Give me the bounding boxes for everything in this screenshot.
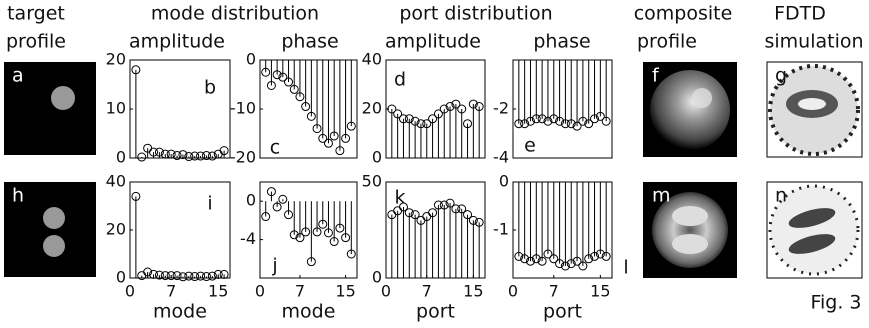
header: port distribution <box>399 3 552 25</box>
panel-letter: e <box>524 135 536 157</box>
header: phase <box>533 31 590 53</box>
y-tick-label: 0 <box>246 50 256 69</box>
image-panel: n <box>767 182 862 278</box>
x-tick-label: 15 <box>463 282 483 301</box>
panel-letter: n <box>775 185 787 207</box>
image-panel: a <box>4 62 96 155</box>
header: composite <box>634 3 733 25</box>
y-tick-label: 20 <box>362 99 382 118</box>
figure: target profile mode distribution amplitu… <box>0 0 869 324</box>
panel-letter: g <box>775 65 787 87</box>
y-tick-label: 20 <box>106 50 126 69</box>
y-tick-label: 20 <box>106 220 126 239</box>
y-tick-label: -4 <box>240 229 256 248</box>
panel-letter: c <box>270 137 280 159</box>
x-tick-label: 0 <box>508 282 518 301</box>
image-panel: f <box>643 62 737 157</box>
y-tick-label: 0 <box>499 172 509 191</box>
x-tick-label: 0 <box>125 282 135 301</box>
header: amplitude <box>129 31 225 53</box>
x-tick-label: 0 <box>381 282 391 301</box>
header: FDTD <box>774 3 826 25</box>
plot-frame <box>130 60 230 158</box>
x-tick-label: 7 <box>166 282 176 301</box>
x-axis-label: mode <box>282 301 336 323</box>
x-tick-label: 7 <box>549 282 559 301</box>
y-tick-label: 40 <box>362 50 382 69</box>
y-tick-label: 40 <box>106 172 126 191</box>
x-axis-label: port <box>416 301 455 323</box>
y-tick-label: 50 <box>362 172 382 191</box>
panel-letter: b <box>204 77 216 99</box>
y-tick-label: -20 <box>230 148 256 167</box>
panel-letter: a <box>12 65 24 87</box>
plot-frame <box>130 182 230 278</box>
x-axis-label: port <box>543 301 582 323</box>
panel-letter: d <box>394 69 406 91</box>
y-tick-label: 10 <box>106 99 126 118</box>
panel-letter: m <box>652 185 671 207</box>
image-panel: g <box>767 62 862 157</box>
x-axis-label: mode <box>153 301 207 323</box>
panel-letter: h <box>12 185 24 207</box>
header: phase <box>281 31 338 53</box>
y-tick-label: -1 <box>493 220 509 239</box>
y-tick-label: -10 <box>230 99 256 118</box>
y-tick-label: 0 <box>246 191 256 210</box>
header: simulation <box>764 31 863 53</box>
panel-letter: k <box>394 187 405 209</box>
x-tick-label: 0 <box>255 282 265 301</box>
y-tick-label: 0 <box>372 148 382 167</box>
image-panel: m <box>643 182 737 278</box>
x-tick-label: 15 <box>335 282 355 301</box>
header: amplitude <box>385 31 481 53</box>
y-tick-label: -4 <box>493 148 509 167</box>
x-tick-label: 15 <box>590 282 610 301</box>
y-tick-label: -2 <box>493 99 509 118</box>
header: profile <box>6 31 66 53</box>
header: target <box>7 3 65 25</box>
x-tick-label: 7 <box>422 282 432 301</box>
header: profile <box>637 31 697 53</box>
header: mode distribution <box>151 3 319 25</box>
panel-letter: j <box>271 255 277 277</box>
figure-label: Fig. 3 <box>810 292 861 314</box>
y-tick-label: 0 <box>116 148 126 167</box>
x-tick-label: 15 <box>208 282 228 301</box>
panel-letter: i <box>207 193 212 215</box>
panel-letter: l <box>623 257 628 279</box>
x-tick-label: 7 <box>295 282 305 301</box>
image-panel: h <box>4 182 96 277</box>
